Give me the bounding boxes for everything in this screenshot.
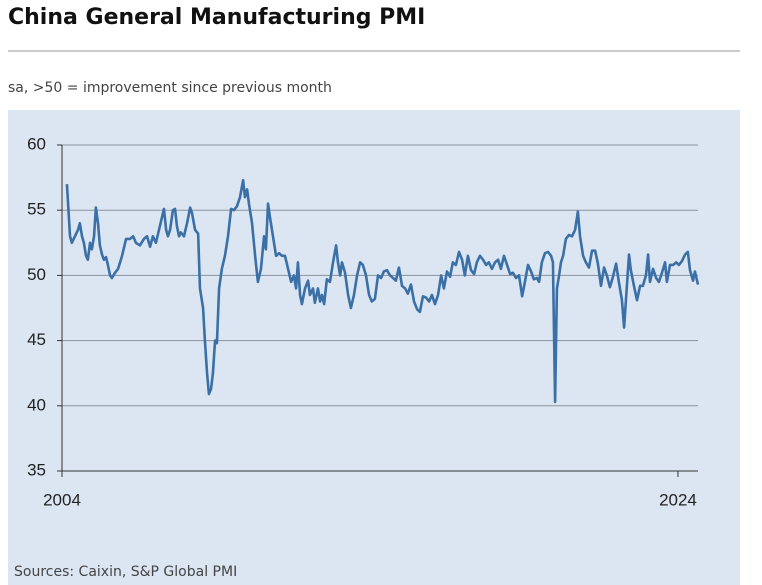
plot-area: 35 40 45 50 55 60 2004 2024 — [27, 134, 700, 509]
x-tick-label: 2004 — [43, 490, 81, 509]
y-tick-label: 35 — [27, 460, 46, 479]
y-tick-label: 55 — [27, 200, 46, 219]
y-tick-label: 45 — [27, 330, 46, 349]
chart-source: Sources: Caixin, S&P Global PMI — [14, 564, 237, 580]
y-tick-label: 50 — [27, 265, 46, 284]
plot-panel — [8, 110, 740, 585]
chart-title: China General Manufacturing PMI — [8, 5, 425, 30]
y-tick-label: 60 — [27, 134, 46, 153]
x-tick-label: 2024 — [659, 490, 697, 509]
y-tick-label: 40 — [27, 395, 46, 414]
pmi-line — [65, 178, 700, 404]
chart-subtitle: sa, >50 = improvement since previous mon… — [8, 80, 332, 96]
